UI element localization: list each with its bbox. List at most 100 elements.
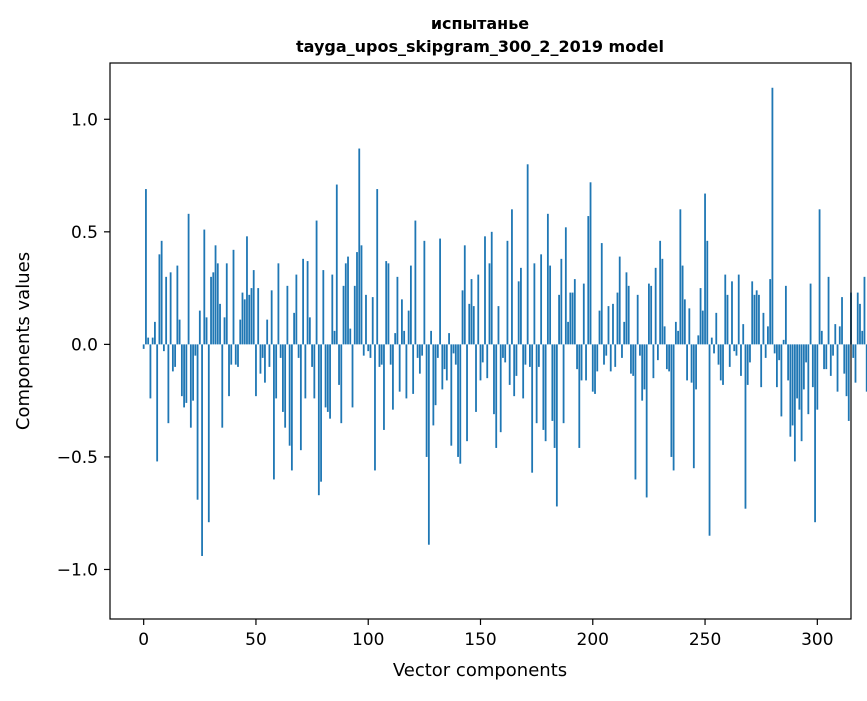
- bar-155: [490, 231, 493, 345]
- bar-191: [571, 292, 574, 345]
- bar-43: [239, 319, 242, 345]
- bar-130: [434, 344, 437, 406]
- bar-27: [203, 229, 206, 345]
- bar-171: [526, 164, 529, 345]
- bar-239: [679, 209, 682, 345]
- bar-68: [295, 274, 298, 345]
- bar-252: [708, 344, 711, 536]
- bar-232: [663, 326, 666, 345]
- bar-109: [387, 263, 390, 345]
- bar-77: [315, 220, 318, 345]
- bar-158: [497, 306, 500, 345]
- bar-11: [167, 344, 170, 424]
- bar-63: [284, 344, 287, 428]
- bar-281: [773, 344, 776, 354]
- bar-53: [261, 344, 264, 358]
- bar-150: [479, 344, 482, 381]
- chart-title: испытанье tayga_upos_skipgram_300_2_2019…: [296, 14, 664, 56]
- bar-270: [749, 344, 751, 363]
- bar-116: [403, 330, 406, 345]
- bar-319: [859, 303, 861, 345]
- bar-297: [809, 283, 812, 345]
- bar-229: [656, 344, 659, 361]
- bar-123: [418, 344, 421, 374]
- bar-16: [178, 319, 181, 345]
- bar-216: [627, 285, 630, 345]
- bar-99: [365, 294, 367, 345]
- bar-87: [338, 344, 340, 385]
- bar-211: [616, 292, 619, 345]
- bar-226: [650, 285, 653, 345]
- bar-299: [814, 344, 816, 523]
- bar-222: [641, 344, 644, 401]
- bar-213: [621, 344, 623, 358]
- bar-175: [535, 344, 538, 424]
- bar-110: [389, 344, 392, 365]
- bar-26: [201, 344, 203, 556]
- bar-115: [401, 299, 403, 345]
- bar-95: [356, 252, 358, 345]
- bar-30: [210, 276, 212, 345]
- bar-242: [686, 344, 688, 381]
- bar-268: [744, 344, 747, 509]
- bar-231: [661, 258, 664, 345]
- bar-312: [843, 344, 846, 374]
- bar-278: [767, 326, 769, 345]
- x-tick-label-0: 0: [138, 630, 149, 650]
- bar-235: [670, 344, 673, 457]
- bar-89: [342, 285, 345, 345]
- bar-55: [266, 319, 269, 345]
- bar-133: [441, 344, 444, 390]
- bar-149: [477, 274, 480, 345]
- bar-147: [472, 306, 475, 345]
- bar-266: [740, 344, 742, 376]
- bar-36: [223, 317, 226, 345]
- bar-83: [329, 344, 331, 419]
- bar-117: [405, 344, 408, 399]
- bar-6: [156, 344, 159, 462]
- bar-103: [374, 344, 376, 471]
- bar-1: [145, 189, 147, 345]
- bar-221: [639, 344, 641, 356]
- bar-202: [596, 344, 599, 372]
- bar-301: [818, 209, 821, 345]
- bar-227: [652, 344, 655, 379]
- bar-275: [760, 344, 763, 388]
- bar-189: [567, 321, 569, 345]
- y-tick-label-4: −1.0: [57, 560, 98, 580]
- bar-159: [499, 344, 502, 433]
- x-tick-label-50: 50: [245, 630, 267, 650]
- bar-186: [560, 258, 563, 345]
- bar-141: [459, 344, 462, 464]
- bar-173: [531, 344, 534, 473]
- bar-288: [789, 344, 792, 437]
- bar-290: [793, 344, 796, 462]
- bar-225: [648, 283, 650, 345]
- bar-145: [468, 303, 471, 345]
- bar-120: [412, 344, 415, 394]
- bar-51: [257, 288, 260, 345]
- bar-3: [149, 344, 152, 399]
- bar-230: [659, 240, 662, 345]
- bar-255: [715, 312, 718, 345]
- bar-48: [250, 288, 253, 345]
- bar-107: [383, 344, 385, 430]
- bar-198: [587, 216, 590, 345]
- chart-title-line-1: испытанье: [431, 14, 529, 33]
- bar-236: [672, 344, 675, 471]
- bar-253: [710, 337, 713, 345]
- bar-33: [216, 263, 219, 345]
- bar-215: [625, 272, 628, 345]
- bar-152: [484, 236, 486, 345]
- bar-73: [306, 261, 309, 345]
- bar-208: [609, 344, 612, 372]
- bar-196: [582, 283, 585, 345]
- bar-245: [692, 344, 695, 469]
- bar-195: [580, 344, 583, 381]
- bar-21: [189, 344, 192, 428]
- bar-61: [279, 344, 282, 358]
- bar-318: [856, 292, 859, 345]
- bar-257: [719, 344, 722, 381]
- bar-219: [634, 344, 637, 480]
- x-axis-label: Vector components: [393, 660, 567, 681]
